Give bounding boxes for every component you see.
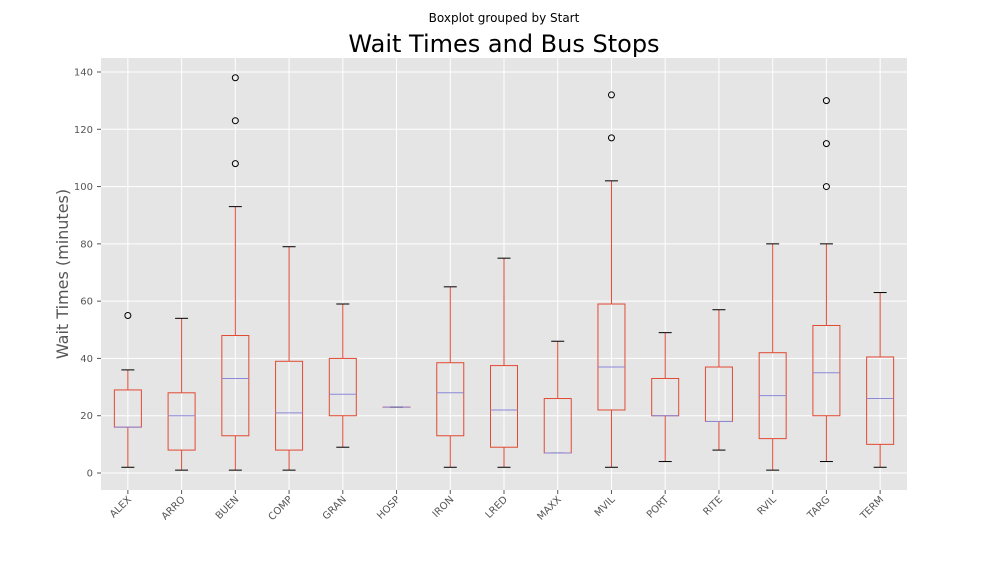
iqr-box — [812, 324, 841, 417]
box-gran — [328, 303, 357, 448]
x-tick-label: HOSP — [375, 494, 402, 521]
x-tick-label: TARG — [805, 494, 832, 521]
box-arro — [167, 317, 196, 471]
outlier-point — [231, 160, 239, 168]
box-maxx — [543, 340, 572, 454]
box-rvil — [758, 243, 787, 471]
x-tick-label: RVIL — [756, 494, 779, 517]
y-axis-label: Wait Times (minutes) — [53, 189, 72, 359]
outlier-point — [822, 183, 830, 191]
x-tick-label: MAXX — [535, 494, 564, 523]
iqr-box — [328, 357, 357, 417]
outlier-point — [124, 311, 132, 319]
box-alex — [113, 311, 142, 468]
iqr-box — [597, 303, 626, 411]
y-tick-label: 0 — [87, 469, 93, 480]
iqr-box — [167, 392, 196, 451]
box-buen — [221, 74, 250, 471]
box-rite — [704, 309, 733, 451]
outlier-point — [822, 140, 830, 148]
y-axis-ticks: 0 20 40 60 80 100 120 140 — [74, 68, 101, 480]
iqr-box — [275, 360, 304, 451]
iqr-box — [866, 356, 895, 445]
box-lred — [490, 257, 518, 468]
outlier-point — [607, 91, 615, 99]
x-tick-label: IRON — [431, 494, 457, 520]
outlier-point — [231, 74, 239, 82]
iqr-box — [436, 362, 465, 437]
x-tick-label: LRED — [484, 494, 511, 521]
y-tick-label: 20 — [80, 411, 93, 422]
x-tick-label: PORT — [645, 494, 672, 521]
y-tick-label: 80 — [80, 239, 93, 250]
x-tick-label: ALEX — [108, 494, 134, 520]
box-port — [651, 332, 680, 463]
x-tick-label: ARRO — [160, 494, 188, 522]
box-iron — [436, 286, 465, 468]
chart-suptitle: Boxplot grouped by Start — [429, 11, 580, 25]
box-mvil — [597, 91, 626, 468]
y-tick-label: 120 — [74, 125, 93, 136]
y-tick-label: 60 — [80, 297, 93, 308]
x-axis-ticks: ALEX ARRO BUEN COMP GRAN HOSP IRON LRED MAXX MVIL… — [108, 490, 886, 523]
chart-title: Wait Times and Bus Stops — [348, 30, 659, 58]
outlier-point — [231, 117, 239, 125]
box-targ — [812, 97, 841, 463]
box-term — [866, 292, 895, 468]
box-comp — [275, 246, 304, 471]
x-tick-label: COMP — [267, 494, 296, 523]
boxes — [113, 74, 895, 471]
iqr-box — [490, 365, 518, 448]
x-tick-label: BUEN — [214, 494, 242, 522]
y-tick-label: 140 — [74, 68, 93, 79]
y-tick-label: 100 — [74, 182, 93, 193]
iqr-box — [221, 335, 250, 437]
x-tick-label: RITE — [701, 494, 725, 518]
outlier-point — [822, 97, 830, 105]
x-tick-label: TERM — [858, 494, 886, 522]
y-tick-label: 40 — [80, 354, 93, 365]
x-tick-label: MVIL — [593, 494, 618, 519]
x-tick-label: GRAN — [321, 494, 349, 522]
outlier-point — [607, 134, 615, 142]
